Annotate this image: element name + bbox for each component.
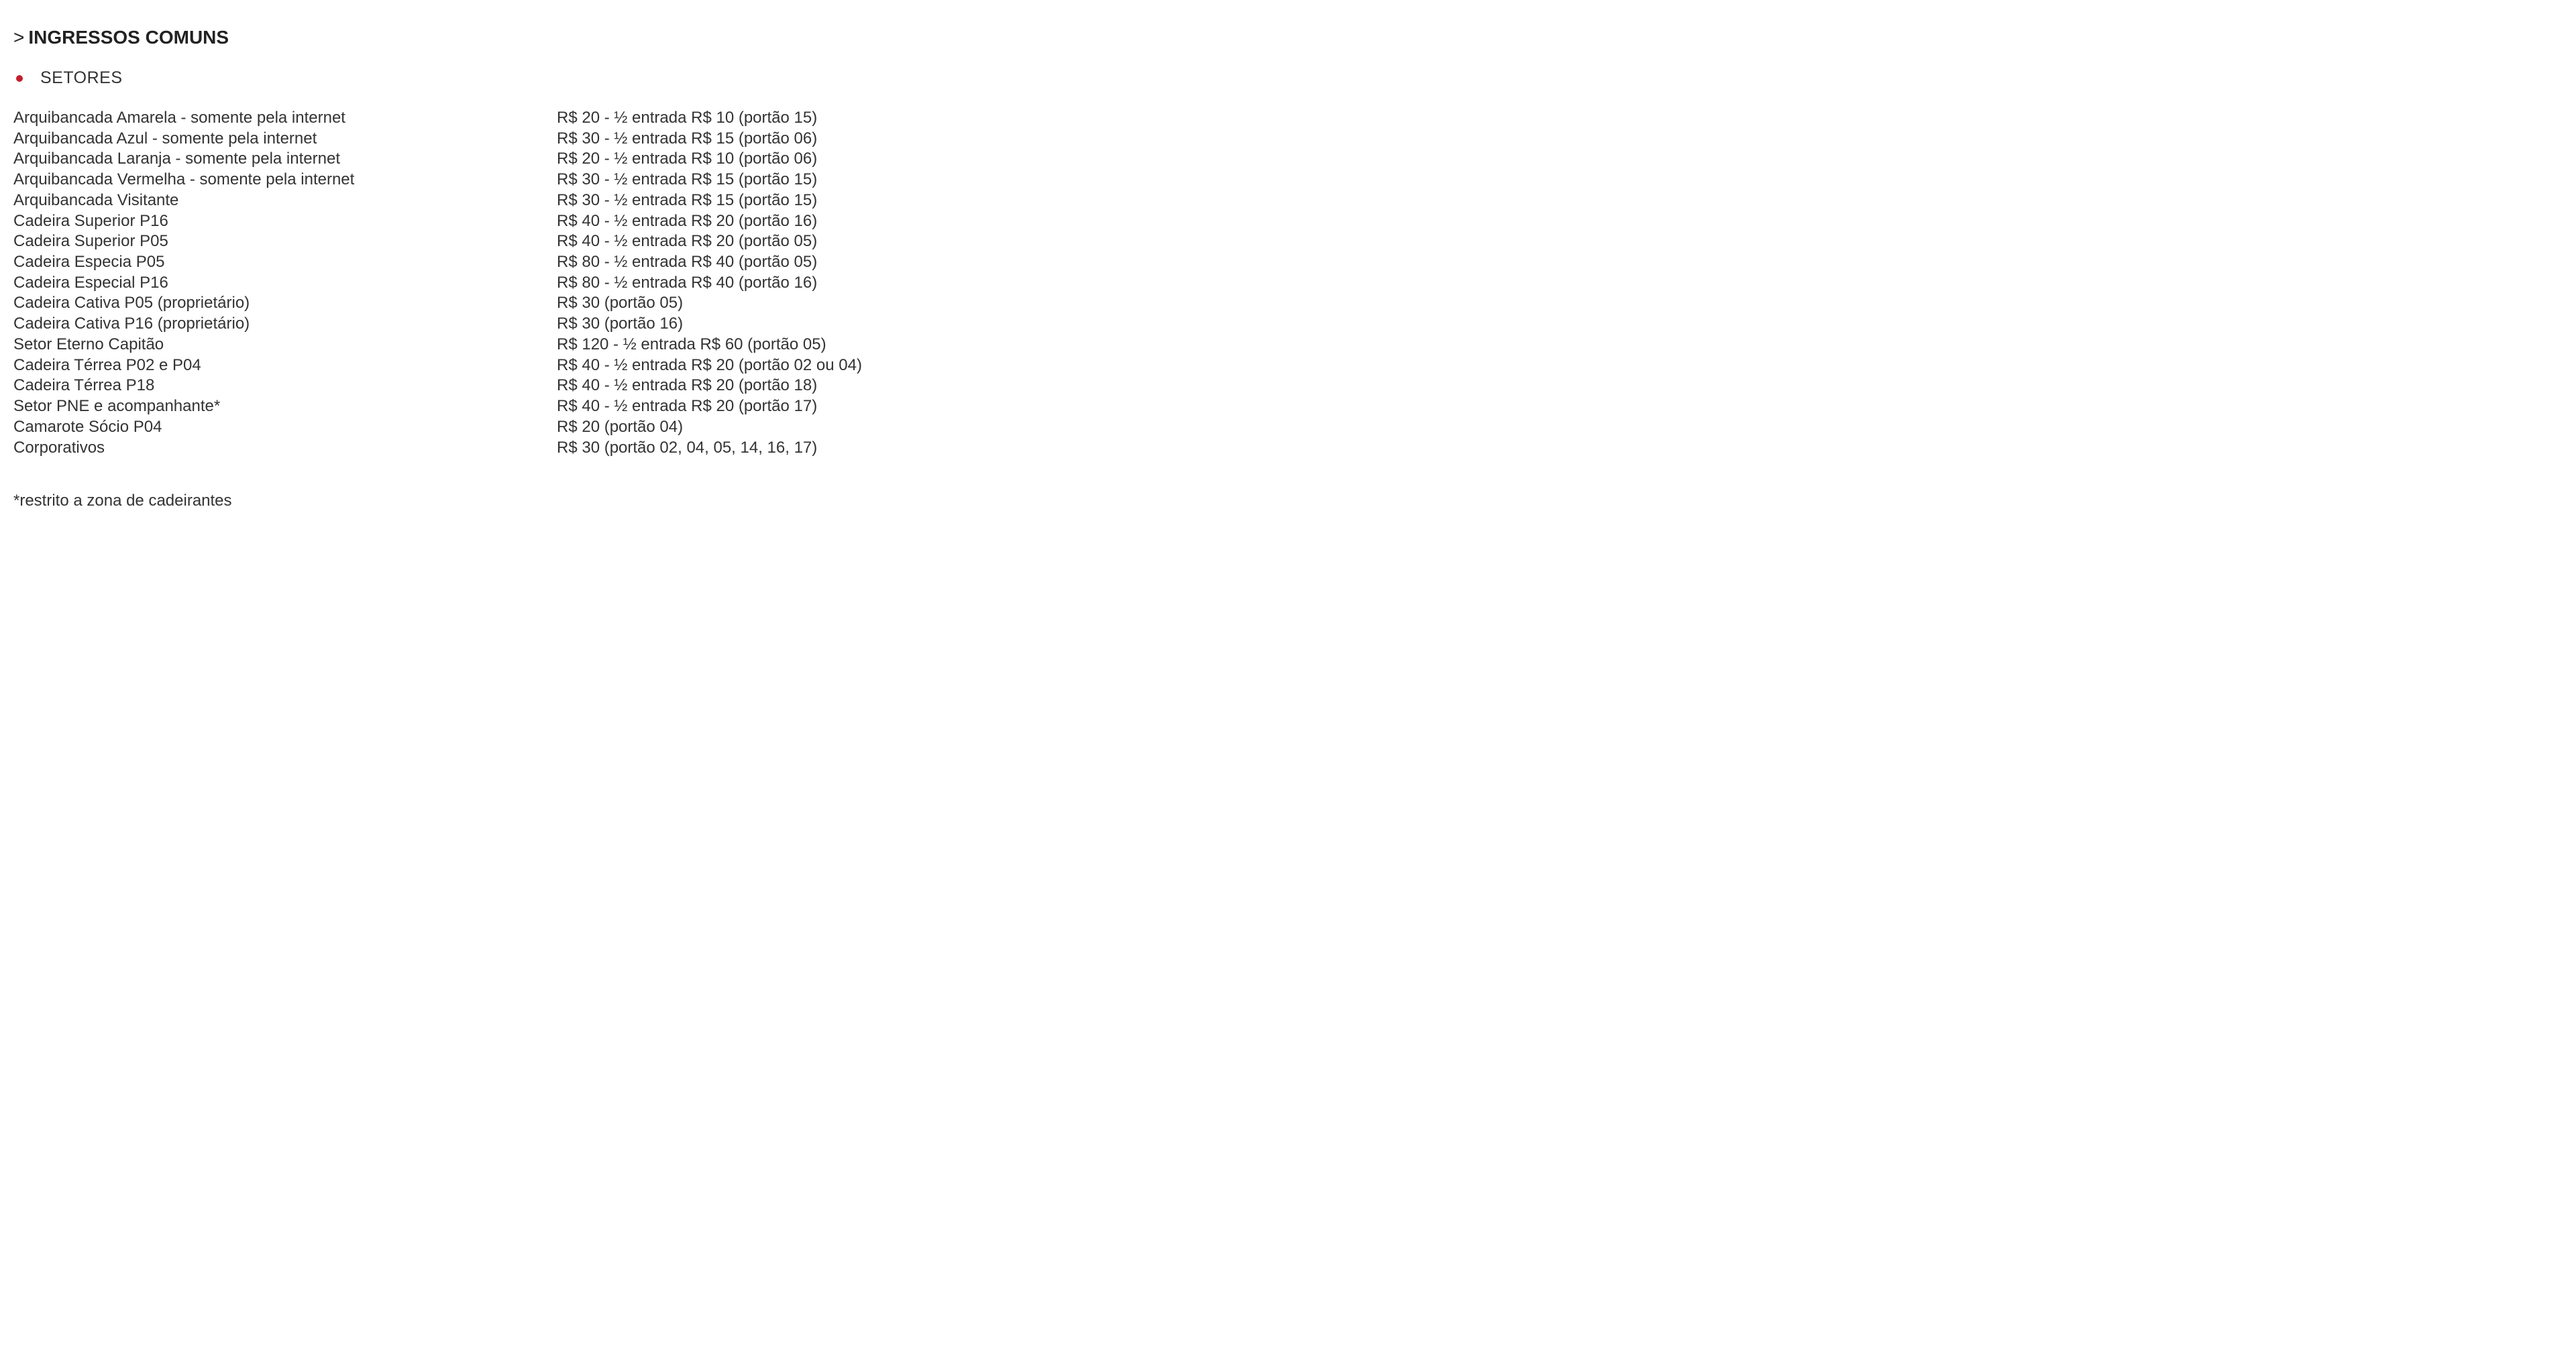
table-row: Cadeira Superior P16R$ 40 - ½ entrada R$…: [13, 211, 2563, 232]
bullet-icon: [16, 75, 23, 82]
sector-name: Arquibancada Azul - somente pela interne…: [13, 129, 557, 150]
sector-name: Arquibancada Laranja - somente pela inte…: [13, 149, 557, 170]
heading-text: INGRESSOS COMUNS: [28, 27, 229, 48]
price-table: Arquibancada Amarela - somente pela inte…: [13, 108, 2563, 458]
price-info: R$ 40 - ½ entrada R$ 20 (portão 18): [557, 376, 2563, 396]
price-info: R$ 30 - ½ entrada R$ 15 (portão 06): [557, 129, 2563, 150]
price-info: R$ 80 - ½ entrada R$ 40 (portão 05): [557, 252, 2563, 273]
sector-name: Arquibancada Vermelha - somente pela int…: [13, 170, 557, 190]
sector-name: Cadeira Cativa P16 (proprietário): [13, 314, 557, 335]
price-info: R$ 40 - ½ entrada R$ 20 (portão 02 ou 04…: [557, 355, 2563, 376]
table-row: Arquibancada VisitanteR$ 30 - ½ entrada …: [13, 190, 2563, 211]
price-info: R$ 20 (portão 04): [557, 417, 2563, 438]
subheading-label: SETORES: [40, 68, 123, 88]
table-row: Arquibancada Vermelha - somente pela int…: [13, 170, 2563, 190]
sector-name: Corporativos: [13, 438, 557, 459]
table-row: Arquibancada Laranja - somente pela inte…: [13, 149, 2563, 170]
subheading-line: SETORES: [16, 68, 2563, 88]
sector-name: Cadeira Térrea P18: [13, 376, 557, 396]
sector-name: Setor PNE e acompanhante*: [13, 396, 557, 417]
table-row: Cadeira Especial P16R$ 80 - ½ entrada R$…: [13, 273, 2563, 294]
table-row: Cadeira Cativa P05 (proprietário)R$ 30 (…: [13, 293, 2563, 314]
sector-name: Cadeira Especial P16: [13, 273, 557, 294]
price-info: R$ 30 (portão 05): [557, 293, 2563, 314]
table-row: Cadeira Térrea P18R$ 40 - ½ entrada R$ 2…: [13, 376, 2563, 396]
sector-name: Cadeira Cativa P05 (proprietário): [13, 293, 557, 314]
price-info: R$ 40 - ½ entrada R$ 20 (portão 17): [557, 396, 2563, 417]
table-row: Arquibancada Amarela - somente pela inte…: [13, 108, 2563, 129]
sector-name: Camarote Sócio P04: [13, 417, 557, 438]
sector-name: Cadeira Superior P16: [13, 211, 557, 232]
table-row: Cadeira Térrea P02 e P04R$ 40 - ½ entrad…: [13, 355, 2563, 376]
price-info: R$ 40 - ½ entrada R$ 20 (portão 05): [557, 231, 2563, 252]
sector-name: Arquibancada Amarela - somente pela inte…: [13, 108, 557, 129]
price-info: R$ 20 - ½ entrada R$ 10 (portão 15): [557, 108, 2563, 129]
price-info: R$ 40 - ½ entrada R$ 20 (portão 16): [557, 211, 2563, 232]
price-info: R$ 30 - ½ entrada R$ 15 (portão 15): [557, 170, 2563, 190]
table-row: CorporativosR$ 30 (portão 02, 04, 05, 14…: [13, 438, 2563, 459]
sector-name: Setor Eterno Capitão: [13, 335, 557, 355]
sector-name: Cadeira Superior P05: [13, 231, 557, 252]
footnote: *restrito a zona de cadeirantes: [13, 492, 2563, 510]
price-info: R$ 20 - ½ entrada R$ 10 (portão 06): [557, 149, 2563, 170]
price-info: R$ 30 (portão 02, 04, 05, 14, 16, 17): [557, 438, 2563, 459]
price-info: R$ 30 (portão 16): [557, 314, 2563, 335]
chevron-right-icon: >: [13, 27, 24, 48]
price-info: R$ 120 - ½ entrada R$ 60 (portão 05): [557, 335, 2563, 355]
table-row: Camarote Sócio P04R$ 20 (portão 04): [13, 417, 2563, 438]
price-info: R$ 80 - ½ entrada R$ 40 (portão 16): [557, 273, 2563, 294]
section-heading: >INGRESSOS COMUNS: [13, 27, 2563, 48]
sector-name: Cadeira Térrea P02 e P04: [13, 355, 557, 376]
table-row: Cadeira Cativa P16 (proprietário)R$ 30 (…: [13, 314, 2563, 335]
price-info: R$ 30 - ½ entrada R$ 15 (portão 15): [557, 190, 2563, 211]
sector-name: Cadeira Especia P05: [13, 252, 557, 273]
sector-name: Arquibancada Visitante: [13, 190, 557, 211]
table-row: Cadeira Superior P05R$ 40 - ½ entrada R$…: [13, 231, 2563, 252]
table-row: Setor PNE e acompanhante*R$ 40 - ½ entra…: [13, 396, 2563, 417]
table-row: Arquibancada Azul - somente pela interne…: [13, 129, 2563, 150]
table-row: Setor Eterno CapitãoR$ 120 - ½ entrada R…: [13, 335, 2563, 355]
table-row: Cadeira Especia P05R$ 80 - ½ entrada R$ …: [13, 252, 2563, 273]
